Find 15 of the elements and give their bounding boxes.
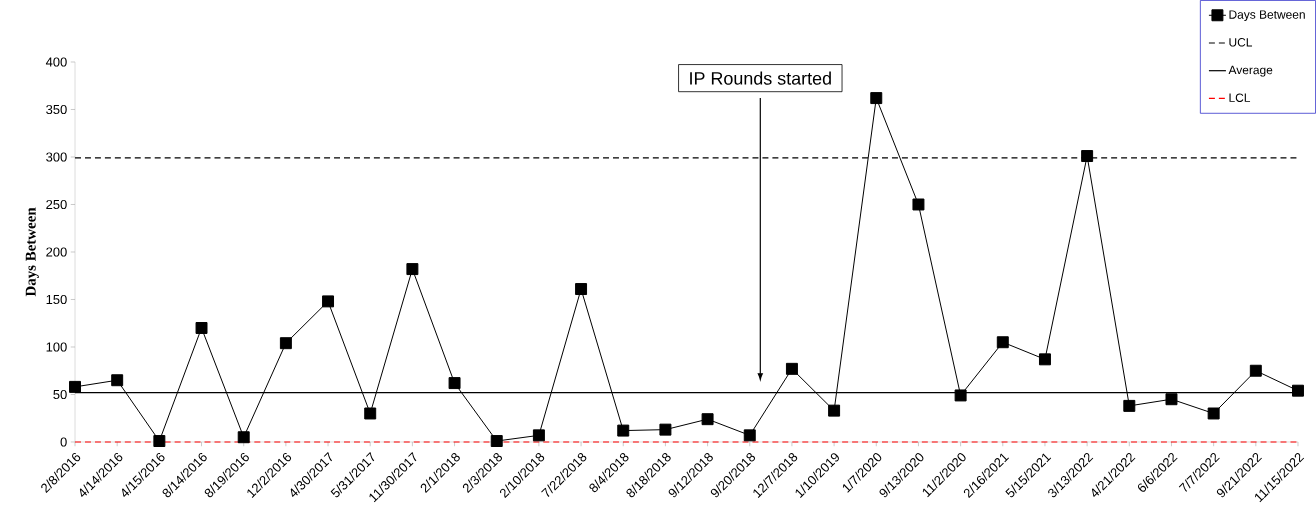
y-tick-label: 100 <box>46 342 67 352</box>
legend-label: Days Between <box>1229 10 1305 22</box>
y-tick-label: 250 <box>46 199 67 210</box>
legend-label: LCL <box>1229 93 1251 102</box>
y-tick-label: 300 <box>46 152 67 162</box>
y-tick-label: 0 <box>60 437 67 447</box>
y-tick-label: 350 <box>46 104 67 115</box>
y-axis-title: Days Between <box>25 207 39 297</box>
legend-label: Average <box>1228 65 1273 77</box>
y-tick-label: 200 <box>46 247 67 257</box>
legend-label: UCL <box>1229 38 1253 47</box>
y-tick-label: 150 <box>46 294 67 305</box>
annotation: IP Rounds started <box>690 71 831 85</box>
y-tick-label: 50 <box>53 389 67 400</box>
y-tick-label: 400 <box>45 57 67 67</box>
